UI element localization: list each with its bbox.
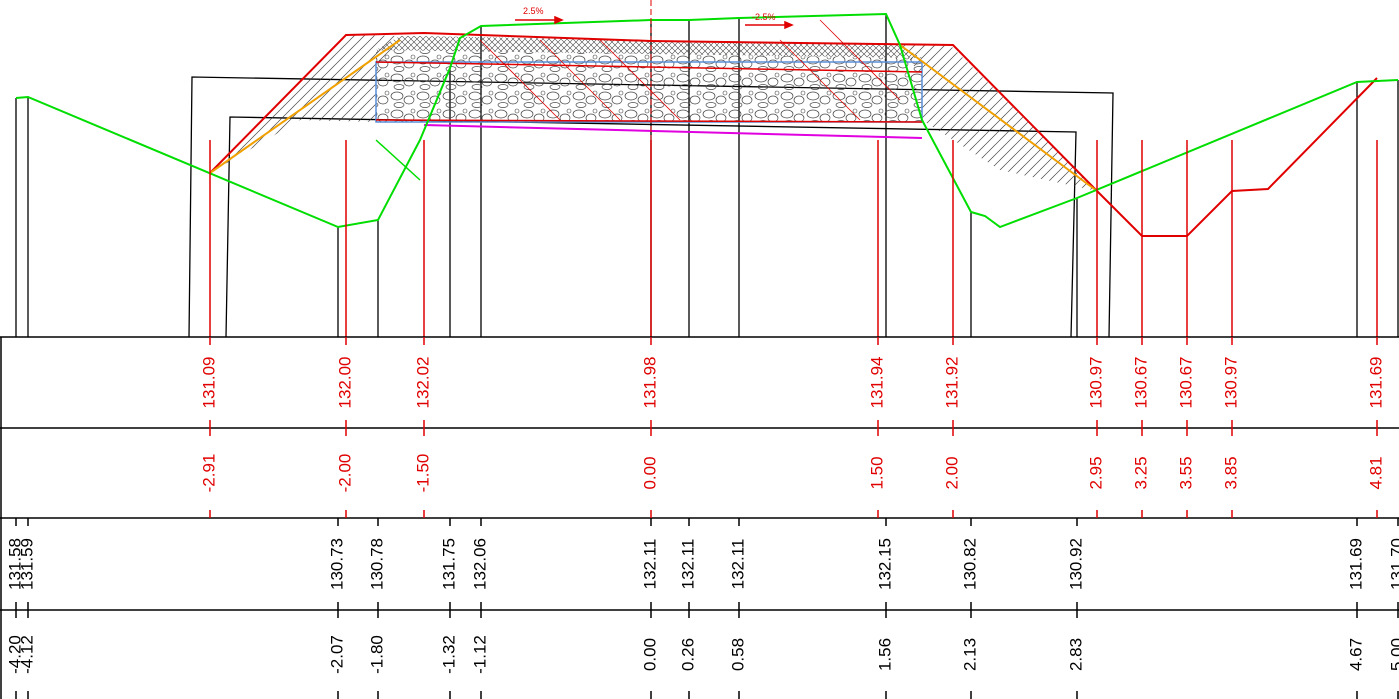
data-table-frame (0, 336, 1399, 699)
ground-offset-label: 2.13 (960, 638, 979, 671)
ground-offset-label: -4.20 (5, 635, 24, 674)
design-offset-row: -2.91 -2.00 -1.50 0.00 1.50 2.00 2.95 3.25 3.55 3… (199, 428, 1385, 518)
ground-elevation-label: 130.82 (960, 538, 979, 590)
ground-elevation-label: 130.73 (327, 538, 346, 590)
design-offset-label: 1.50 (867, 456, 886, 489)
ground-elevation-label: 131.59 (17, 538, 36, 590)
subgrade-line (423, 124, 923, 139)
design-elevation-label: 131.09 (199, 357, 218, 409)
slope-label-right: -2.5% (752, 12, 776, 22)
ground-elevation-label: 132.11 (678, 539, 697, 590)
design-elevation-row: 131.09 132.00 132.02 131.98 131.94 131.92 130.… (199, 337, 1385, 428)
ground-offset-label: 0.26 (678, 638, 697, 671)
ground-offset-label: 5.00 (1387, 638, 1399, 671)
ground-offset-label: 0.58 (728, 638, 747, 671)
design-elevation-label: 131.98 (640, 357, 659, 409)
ground-elevation-label: 132.06 (470, 538, 489, 590)
ground-offset-label: -1.12 (470, 635, 489, 674)
ground-offset-label: -1.80 (367, 635, 386, 674)
slope-arrows (515, 15, 794, 30)
slope-label-left: 2.5% (523, 6, 544, 16)
ground-offset-label: -1.32 (439, 635, 458, 674)
design-offset-label: 4.81 (1366, 456, 1385, 489)
design-offset-label: -2.00 (335, 454, 354, 493)
design-offset-label: 0.00 (640, 456, 659, 489)
design-elevation-label: 132.00 (335, 357, 354, 409)
ground-offset-label: 0.00 (640, 638, 659, 671)
design-offset-label: 3.25 (1131, 456, 1150, 489)
embankment-body (210, 35, 1097, 191)
design-elevation-label: 130.67 (1176, 357, 1195, 409)
ground-offset-label: -2.07 (327, 635, 346, 674)
ground-elevation-label: 130.78 (367, 538, 386, 590)
ground-elevation-label: 131.58 (5, 538, 24, 590)
design-offset-label: 3.85 (1221, 456, 1240, 489)
ground-offset-label: -4.12 (17, 635, 36, 674)
ground-elevation-label: 132.11 (640, 539, 659, 590)
design-elevation-label: 132.02 (413, 357, 432, 409)
design-line (209, 19, 1378, 237)
ground-elevation-label: 131.69 (1346, 538, 1365, 590)
shoulder-lines (209, 39, 1098, 192)
design-elevation-label: 131.92 (942, 357, 961, 409)
design-elevation-label: 130.97 (1221, 357, 1240, 409)
design-elevation-label: 130.97 (1086, 357, 1105, 409)
ground-elevation-label: 132.15 (875, 538, 894, 590)
design-offset-label: -2.91 (199, 454, 218, 493)
ground-elevation-label: 132.11 (728, 539, 747, 590)
ground-offset-row: -4.20-4.12 -2.07 -1.80 -1.32 -1.12 0.00 0.26 0.… (5, 610, 1399, 699)
ground-offset-label: 4.67 (1346, 638, 1365, 671)
ground-elevation-label: 131.70 (1387, 538, 1399, 590)
design-offset-label: 3.55 (1176, 456, 1195, 489)
design-offset-label: 2.95 (1086, 456, 1105, 489)
design-offset-label: -1.50 (413, 454, 432, 493)
ground-elevation-label: 130.92 (1066, 538, 1085, 590)
ground-offset-label: 1.56 (875, 638, 894, 671)
ground-offset-label: 2.83 (1066, 638, 1085, 671)
design-elevation-label: 131.94 (867, 357, 886, 409)
design-elevation-label: 130.67 (1131, 357, 1150, 409)
ground-elevation-label: 131.75 (439, 538, 458, 590)
design-verticals (209, 140, 1378, 337)
design-offset-label: 2.00 (942, 456, 961, 489)
design-elevation-label: 131.69 (1366, 357, 1385, 409)
ground-line (15, 12, 1399, 229)
